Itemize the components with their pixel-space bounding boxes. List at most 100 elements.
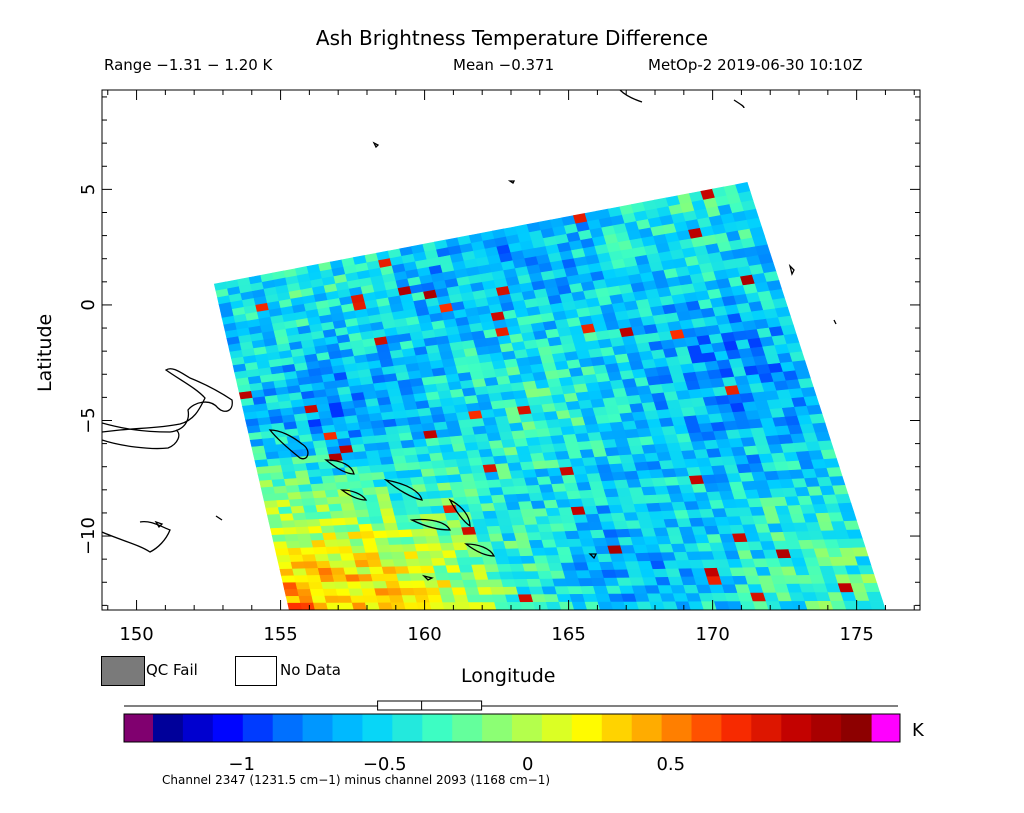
heatmap-cell: [495, 510, 511, 519]
heatmap-cell: [522, 469, 538, 479]
heatmap-cell: [580, 585, 597, 595]
heatmap-cell: [556, 546, 573, 556]
heatmap-cell: [505, 594, 521, 603]
heatmap-cell: [429, 406, 445, 416]
heatmap-cell: [349, 538, 365, 547]
heatmap-cell: [518, 501, 534, 511]
heatmap-cell: [376, 493, 392, 503]
heatmap-cell: [456, 557, 473, 566]
heatmap-cell: [854, 556, 872, 567]
heatmap-cell: [358, 421, 374, 431]
heatmap-cell: [412, 536, 428, 545]
heatmap-cell: [367, 508, 383, 518]
heatmap-cell: [285, 484, 301, 494]
heatmap-cell: [502, 398, 518, 409]
heatmap-cell: [431, 557, 447, 567]
coastline-new-guinea: [102, 368, 233, 433]
heatmap-cell: [832, 484, 849, 496]
heatmap-cell: [517, 453, 534, 463]
heatmap-cell: [429, 602, 446, 610]
heatmap-cell: [435, 429, 451, 439]
colorbar-tick-label: −1: [228, 754, 255, 775]
heatmap-cell: [488, 579, 504, 588]
colorbar-unit: K: [912, 720, 924, 741]
colorbar-segment: [601, 714, 633, 742]
heatmap-cell: [503, 494, 519, 504]
heatmap-cell: [396, 573, 412, 582]
heatmap-cell: [804, 600, 821, 610]
heatmap-cell: [439, 444, 455, 454]
heatmap-cell: [394, 514, 410, 524]
heatmap-cell: [592, 537, 609, 547]
heatmap-cell: [826, 467, 843, 478]
colorbar-tick-label: 0: [522, 754, 533, 775]
colorbar: −1 −0.5 0 0.5: [123, 700, 901, 775]
heatmap-cell: [484, 564, 500, 573]
heatmap-cell: [461, 480, 478, 490]
heatmap-cell: [300, 441, 316, 450]
heatmap-cell: [326, 602, 342, 610]
heatmap-cell: [401, 595, 418, 604]
heatmap-cell: [363, 494, 379, 503]
heatmap-cell: [425, 535, 441, 545]
heatmap-cell: [427, 543, 443, 552]
heatmap-cell: [443, 412, 459, 423]
heatmap-cell: [281, 520, 297, 529]
heatmap-cell: [596, 553, 613, 563]
y-tick-label: 5: [78, 184, 99, 195]
heatmap-cell: [284, 533, 300, 543]
heatmap-cell: [533, 555, 549, 565]
heatmap-cell: [511, 524, 528, 534]
heatmap-cell: [488, 487, 505, 497]
heatmap-cell: [636, 601, 653, 610]
heatmap-cell: [394, 566, 410, 575]
heatmap-cell: [478, 495, 494, 505]
heatmap-cell: [466, 594, 482, 603]
heatmap-cell: [354, 559, 370, 568]
heatmap-cell: [597, 601, 614, 610]
heatmap-cell: [520, 601, 536, 610]
heatmap-cell: [353, 502, 369, 511]
heatmap-cell: [411, 580, 427, 589]
heatmap-cell: [507, 509, 524, 519]
heatmap-cell: [511, 477, 528, 487]
heatmap-cell: [449, 579, 466, 589]
heatmap-cell: [466, 449, 482, 459]
heatmap-cell: [319, 468, 335, 477]
heatmap-cell: [478, 448, 494, 458]
colorbar-segment: [362, 714, 393, 742]
heatmap-cell: [410, 528, 427, 538]
heatmap-cell: [649, 601, 666, 610]
heatmap-cell: [285, 540, 301, 549]
heatmap-cell: [488, 533, 505, 543]
heatmap-cell: [525, 436, 542, 447]
heatmap-cell: [579, 538, 596, 548]
heatmap-cell: [361, 588, 377, 597]
heatmap-cell: [345, 574, 361, 583]
heatmap-cell: [441, 405, 457, 415]
heatmap-cell: [369, 464, 385, 474]
heatmap-cell: [381, 515, 398, 524]
chart-title: Ash Brightness Temperature Difference: [315, 26, 709, 50]
heatmap-cell: [820, 449, 837, 460]
heatmap-cell: [605, 537, 621, 547]
heatmap-cell: [455, 458, 471, 468]
heatmap-cell: [459, 473, 476, 483]
heatmap-cell: [327, 553, 343, 562]
heatmap-cell: [495, 463, 511, 473]
heatmap-cell: [577, 530, 594, 540]
heatmap-cell: [486, 571, 502, 581]
heatmap-cell: [308, 581, 324, 590]
heatmap-cell: [830, 600, 847, 610]
heatmap-cell: [739, 601, 757, 610]
heatmap-cell: [475, 579, 491, 588]
colorbar-slider-handle[interactable]: [377, 700, 483, 711]
colorbar-segment: [691, 714, 722, 742]
heatmap-cell: [417, 506, 433, 515]
heatmap-cell: [252, 452, 268, 461]
heatmap-cell: [284, 589, 300, 597]
heatmap-cell: [324, 595, 340, 604]
heatmap-cell: [554, 586, 571, 595]
heatmap-cell: [412, 587, 429, 596]
heatmap-cell: [388, 440, 404, 450]
